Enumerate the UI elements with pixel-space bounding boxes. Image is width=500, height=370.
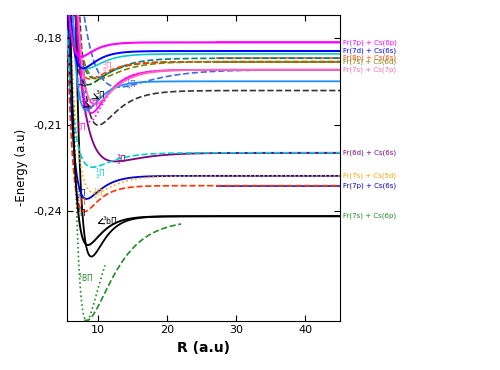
Text: $^1_5\Pi$: $^1_5\Pi$ [88, 97, 99, 112]
Text: $^1_9\Pi$: $^1_9\Pi$ [76, 76, 87, 91]
Text: Fr(7s) + Cs(7p): Fr(7s) + Cs(7p) [344, 67, 396, 73]
Text: $^1_2\Pi$: $^1_2\Pi$ [92, 186, 104, 201]
Text: Fr(7s) + Cs(6d): Fr(7s) + Cs(6d) [344, 58, 396, 65]
Text: $^3_2\Pi$: $^3_2\Pi$ [76, 186, 87, 201]
Text: Fr(7s) + Cs(5d): Fr(7s) + Cs(5d) [344, 173, 396, 179]
Text: $^3_5\Pi$: $^3_5\Pi$ [95, 88, 106, 103]
Text: Fr(8p) + Cs(6s): Fr(8p) + Cs(6s) [344, 55, 396, 61]
Text: Fr(7p) + Cs(6s): Fr(7p) + Cs(6s) [344, 182, 396, 189]
Text: Fr(7d) + Cs(6s): Fr(7d) + Cs(6s) [344, 48, 396, 54]
Text: $^1_4\Pi$: $^1_4\Pi$ [126, 77, 136, 92]
Text: $^1_3\Pi$: $^1_3\Pi$ [95, 166, 106, 181]
Text: $^3$b$\Pi$: $^3$b$\Pi$ [102, 215, 118, 227]
Text: $^1_1\Pi$: $^1_1\Pi$ [76, 195, 87, 210]
Text: $^1$B$\Pi$: $^1$B$\Pi$ [78, 271, 94, 283]
Text: Fr(7p) + Cs(6p): Fr(7p) + Cs(6p) [344, 39, 398, 46]
Text: $^1_6\Pi$: $^1_6\Pi$ [76, 88, 87, 103]
X-axis label: R (a.u): R (a.u) [177, 341, 230, 355]
Text: Fr(7s) + Cs(6p): Fr(7s) + Cs(6p) [344, 213, 396, 219]
Text: Fr(6d) + Cs(6s): Fr(6d) + Cs(6s) [344, 149, 396, 156]
Text: $^3_4\Pi$: $^3_4\Pi$ [76, 120, 87, 135]
Y-axis label: -Energy (a.u): -Energy (a.u) [15, 129, 28, 206]
Text: $^3_8\Pi$: $^3_8\Pi$ [102, 60, 112, 74]
Text: $^3_3\Pi$: $^3_3\Pi$ [116, 152, 126, 166]
Text: $^3_1\Pi$: $^3_1\Pi$ [76, 206, 87, 221]
